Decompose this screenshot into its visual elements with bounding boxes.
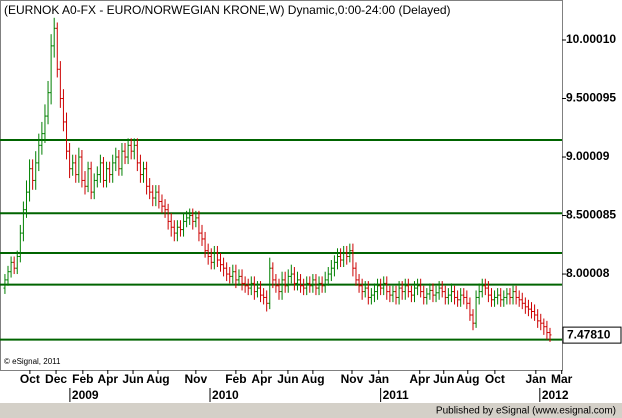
x-tick-label: Jun [433,372,454,386]
x-tick-label: Feb [225,372,246,386]
year-label: 2012 [542,388,569,402]
y-tick-label: 8.500085 [566,208,616,222]
x-tick-label: Mar [551,372,573,386]
x-tick-label: Aug [301,372,324,386]
x-tick-label: Jun [277,372,298,386]
last-price-box [562,326,622,344]
footer: Published by eSignal (www.esignal.com) [436,406,616,417]
last-price-label: 7.47810 [567,327,611,341]
x-tick-label: Feb [72,372,93,386]
x-tick-label: Nov [341,372,364,386]
x-tick-label: Dec [45,372,67,386]
x-tick-label: Jan [368,372,389,386]
x-tick-label: Oct [485,372,505,386]
y-tick-label: 8.00008 [566,266,610,280]
x-tick-label: Apr [251,372,272,386]
copyright: © eSignal, 2011 [4,357,61,366]
x-tick-label: Apr [97,372,118,386]
y-tick-label: 10.00010 [566,32,616,46]
x-tick-label: Jun [122,372,143,386]
year-label: 2009 [72,388,99,402]
x-tick-label: Jan [525,372,546,386]
plot-frame [0,0,563,371]
footer-bar [0,403,622,418]
x-tick-label: Aug [146,372,169,386]
y-tick-label: 9.500095 [566,91,616,105]
x-tick-label: Nov [185,372,208,386]
x-tick-label: Oct [20,372,40,386]
year-label: 2010 [212,388,239,402]
year-label: 2011 [383,388,409,402]
x-tick-label: Aug [456,372,479,386]
y-tick-label: 9.00009 [566,149,610,163]
x-tick-label: Apr [409,372,430,386]
chart-title: (EURNOK A0-FX - EURO/NORWEGIAN KRONE,W) … [4,3,451,17]
